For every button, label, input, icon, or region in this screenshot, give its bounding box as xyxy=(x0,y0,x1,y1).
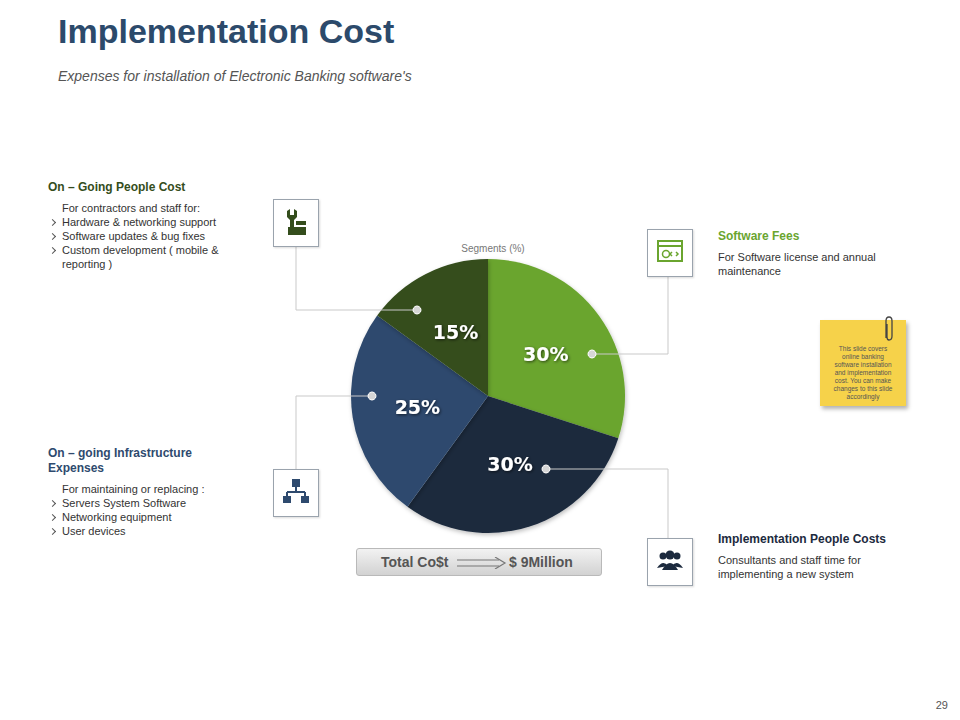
svg-text:30%: 30% xyxy=(487,453,532,475)
html-text:Total Co$t: Total Co$t xyxy=(381,554,449,570)
html-text:$ 9Million: $ 9Million xyxy=(509,554,573,570)
svg-text:25%: 25% xyxy=(395,396,440,418)
html-text:This slide covers online banki: This slide covers online banking softwar… xyxy=(833,345,893,400)
html-text:Software updates & bug fixes: Software updates & bug fixes xyxy=(62,230,206,242)
html-text:For maintaining or replacing :: For maintaining or replacing : xyxy=(62,483,205,495)
html-text:Implementation People Costs: Implementation People Costs xyxy=(718,532,886,546)
html-text:Implementation Cost: Implementation Cost xyxy=(58,12,395,50)
html-text:For contractors and staff for:: For contractors and staff for: xyxy=(62,202,200,214)
html-text:On – going Infrastructure Expe: On – going Infrastructure Expenses xyxy=(48,446,192,475)
html-text:On – Going People Cost: On – Going People Cost xyxy=(48,180,186,194)
html-text:For Software license and annua: For Software license and annual maintena… xyxy=(718,251,876,277)
html-text:Consultants and staff time for: Consultants and staff time for implement… xyxy=(718,554,861,580)
html-text:Custom development ( mobile &: Custom development ( mobile & reporting … xyxy=(62,244,219,270)
html-text:29: 29 xyxy=(935,699,948,711)
html-text:Hardware & networking support: Hardware & networking support xyxy=(62,216,217,228)
html-text:Expenses for installation of E: Expenses for installation of Electronic … xyxy=(58,68,412,84)
html-text:Servers System Software: Servers System Software xyxy=(62,497,187,509)
html-text:User devices: User devices xyxy=(62,525,126,537)
html-text:Networking equipment: Networking equipment xyxy=(62,511,172,523)
svg-text:Segments (%): Segments (%) xyxy=(461,243,524,254)
svg-text:30%: 30% xyxy=(523,343,568,365)
html-text:Software Fees: Software Fees xyxy=(718,229,800,243)
svg-text:15%: 15% xyxy=(433,321,478,343)
